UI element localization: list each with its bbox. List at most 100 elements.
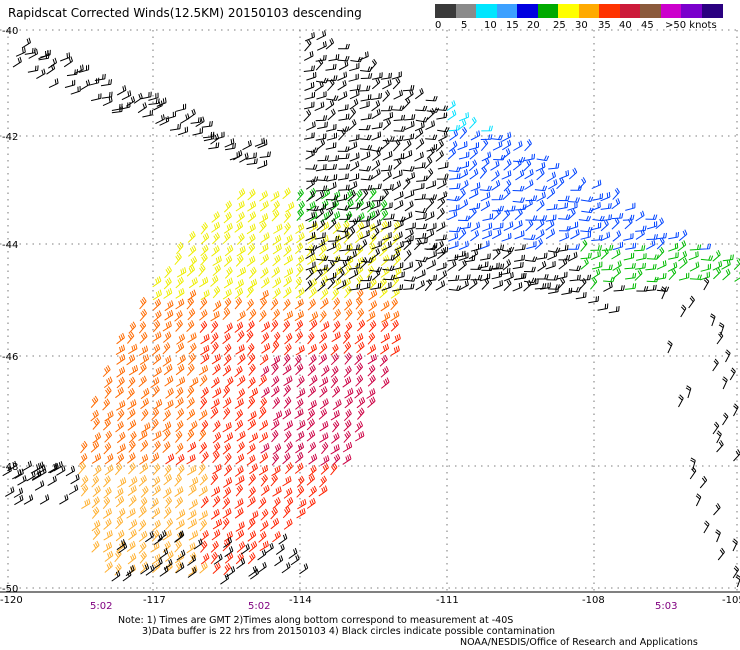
wind-barb	[591, 261, 603, 270]
wind-barb	[283, 430, 292, 443]
wind-barb	[224, 244, 234, 257]
wind-barb	[222, 288, 232, 300]
wind-barb	[513, 219, 523, 231]
wind-barb	[380, 266, 390, 278]
wind-barb	[732, 538, 738, 552]
wind-barb	[668, 268, 677, 281]
wind-barb	[570, 229, 580, 240]
wind-barb	[415, 280, 425, 291]
wind-barb	[305, 261, 316, 271]
wind-barb	[703, 520, 710, 534]
wind-barb	[11, 469, 22, 480]
wind-barb	[382, 118, 392, 131]
wind-barbs	[2, 30, 740, 588]
wind-barb	[625, 283, 637, 290]
wind-barb	[655, 272, 667, 281]
wind-barb	[394, 241, 404, 251]
wind-barb	[525, 195, 538, 202]
wind-barb	[187, 465, 197, 476]
wind-barb	[457, 141, 468, 151]
legend-swatch	[619, 4, 641, 18]
wind-barb	[13, 487, 24, 498]
wind-barb	[270, 298, 279, 311]
wind-barb	[331, 211, 341, 222]
wind-barb	[165, 111, 176, 120]
wind-barb	[326, 272, 337, 281]
wind-barb	[162, 409, 171, 422]
wind-barb	[128, 519, 138, 531]
wind-barb	[524, 179, 534, 190]
wind-barb	[391, 180, 402, 192]
wind-barb	[139, 551, 147, 564]
wind-barb	[224, 452, 232, 466]
wind-barb	[537, 260, 547, 272]
wind-barb	[567, 251, 578, 262]
wind-barb	[449, 226, 462, 233]
wind-barb	[304, 279, 313, 292]
wind-barb	[23, 494, 34, 505]
wind-barb	[356, 308, 365, 321]
wind-barb	[235, 344, 245, 355]
wind-barb	[326, 181, 337, 192]
wind-barb	[458, 240, 469, 251]
wind-barb	[366, 311, 376, 322]
wind-barb	[235, 254, 244, 267]
wind-barb	[224, 322, 233, 334]
wind-barb	[198, 510, 208, 521]
footnotes: Note: 1) Times are GMT 2)Times along bot…	[118, 615, 698, 648]
wind-barb	[480, 253, 491, 261]
wind-barb	[236, 430, 246, 442]
wind-barb	[348, 107, 357, 121]
wind-barb	[545, 214, 557, 222]
wind-barb	[316, 138, 326, 151]
wind-barb	[729, 367, 736, 381]
wind-barb	[402, 177, 411, 190]
wind-barb	[233, 149, 243, 161]
wind-barb	[56, 465, 66, 476]
wind-barb	[415, 269, 426, 280]
wind-barb	[355, 362, 364, 375]
wind-barb	[359, 144, 373, 151]
wind-barb	[426, 108, 435, 120]
wind-barb	[177, 126, 189, 136]
wind-barb	[140, 485, 149, 498]
wind-barb	[415, 213, 427, 221]
wind-barb	[127, 331, 135, 344]
wind-barb	[338, 43, 350, 50]
wind-barb	[200, 420, 209, 433]
wind-barb	[437, 246, 449, 254]
wind-barb	[336, 279, 347, 290]
wind-barb	[139, 331, 148, 344]
wind-barb	[223, 297, 232, 311]
wind-barb	[332, 320, 341, 333]
wind-barb	[296, 232, 305, 244]
wind-barb	[414, 193, 426, 201]
wind-barb	[359, 257, 368, 270]
wind-barb	[303, 109, 312, 122]
wind-barb	[283, 254, 293, 266]
wind-barb	[116, 431, 126, 444]
wind-barb	[668, 231, 679, 240]
wind-barb	[349, 63, 360, 72]
wind-barb	[270, 419, 280, 431]
wind-barb	[282, 475, 292, 487]
wind-barb	[282, 452, 291, 465]
wind-barb	[536, 252, 548, 260]
wind-barb	[435, 150, 444, 162]
wind-barb	[175, 287, 185, 299]
wind-barb	[248, 565, 258, 577]
wind-barb	[514, 254, 525, 262]
wind-barb	[331, 331, 341, 343]
wind-barb	[460, 222, 472, 230]
wind-barb	[449, 129, 459, 141]
wind-barb	[127, 419, 137, 431]
latitude-label: -40	[2, 26, 18, 37]
wind-barb	[60, 52, 71, 62]
wind-barb	[712, 260, 723, 271]
wind-barb	[138, 321, 147, 334]
wind-barb	[246, 223, 256, 235]
wind-barb	[236, 557, 246, 570]
wind-barb	[282, 298, 291, 311]
wind-barb	[295, 363, 304, 376]
